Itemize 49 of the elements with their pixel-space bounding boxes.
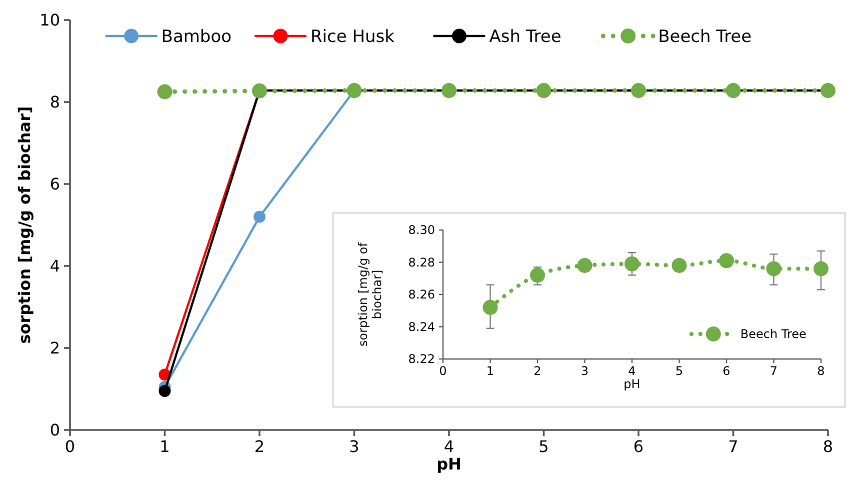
x-tick-label: 8 [822, 437, 834, 456]
x-tick-label: 4 [628, 364, 636, 378]
point [482, 300, 498, 315]
point [254, 210, 266, 223]
x-axis-title: pH [624, 377, 640, 392]
y-tick-label: 2 [50, 338, 60, 358]
y-tick-label: 8.22 [408, 352, 435, 366]
legend-label: Beech Tree [740, 327, 806, 342]
x-tick-label: 0 [439, 364, 447, 378]
x-tick-label: 2 [254, 437, 265, 456]
x-tick-label: 7 [770, 364, 778, 378]
legend-label: Rice Husk [310, 26, 395, 47]
legend-label: Beech Tree [658, 26, 752, 47]
point [719, 253, 734, 268]
x-tick-label: 7 [728, 437, 738, 456]
point [672, 258, 687, 273]
x-tick-label: 5 [538, 437, 549, 456]
x-tick-label: 1 [486, 364, 494, 378]
y-tick-label: 8 [50, 92, 60, 112]
y-tick-label: 8.28 [408, 255, 435, 270]
point [766, 261, 782, 276]
y-axis-title: sorption [mg/g of biochar] [15, 106, 34, 344]
point [530, 268, 545, 283]
point [577, 258, 592, 273]
x-axis-title: pH [436, 454, 462, 474]
x-tick-label: 8 [817, 364, 825, 378]
x-tick-label: 2 [534, 364, 542, 378]
y-tick-label: 0 [50, 420, 60, 440]
x-tick-label: 4 [444, 437, 454, 456]
point [157, 84, 172, 100]
x-tick-label: 0 [64, 437, 76, 456]
x-tick-label: 5 [675, 364, 684, 378]
point [814, 261, 828, 276]
y-tick-label: 8.26 [408, 288, 435, 302]
legend-label: Ash Tree [489, 26, 562, 47]
y-tick-label: 6 [50, 174, 60, 194]
x-tick-label: 1 [160, 437, 170, 456]
y-tick-label: 8.24 [408, 320, 435, 334]
y-tick-label: 4 [50, 256, 60, 276]
legend-label: Bamboo [161, 26, 232, 47]
x-tick-label: 6 [633, 437, 644, 456]
point [158, 385, 171, 398]
x-tick-label: 3 [580, 364, 589, 378]
x-tick-label: 3 [349, 437, 360, 456]
y-axis-title: sorption [mg/g of biochar] [356, 242, 384, 346]
point [624, 256, 640, 272]
x-tick-label: 6 [722, 364, 730, 378]
y-tick-label: 10 [40, 10, 60, 30]
y-tick-label: 8.30 [408, 223, 435, 238]
